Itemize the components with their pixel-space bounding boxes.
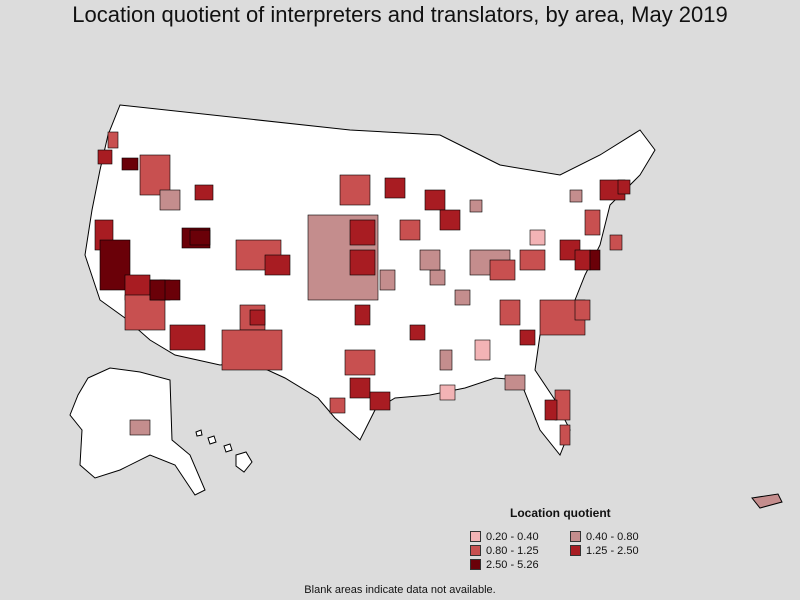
legend-item-2: 0.80 - 1.25 [470, 544, 570, 557]
area-shape [499, 299, 521, 326]
area-shape [169, 324, 206, 351]
legend-label: 0.80 - 1.25 [486, 544, 539, 557]
area-shape [519, 249, 546, 271]
area-shape [544, 399, 558, 421]
area-shape [349, 219, 376, 246]
area-shape [419, 249, 441, 271]
legend-swatch [470, 559, 481, 570]
legend-swatch [570, 531, 581, 542]
hawaii-kauai [195, 429, 203, 437]
area-shape [454, 289, 471, 306]
area-shape [429, 269, 446, 286]
hawaii-island [235, 451, 253, 473]
area-shape [574, 299, 591, 321]
land-shapes [69, 104, 783, 509]
area-shape [424, 189, 446, 211]
area-shape [349, 249, 376, 276]
metro-area-shapes [94, 131, 631, 446]
area-shape [264, 254, 291, 276]
area-shape [379, 269, 396, 291]
hawaii-maui [223, 443, 233, 453]
legend-label: 1.25 - 2.50 [586, 544, 639, 557]
legend-swatch [470, 545, 481, 556]
area-shape [354, 304, 371, 326]
area-shape [489, 259, 516, 281]
area-shape [221, 329, 283, 371]
legend-label: 0.20 - 0.40 [486, 530, 539, 543]
area-shape [504, 374, 526, 391]
legend-swatch [570, 545, 581, 556]
area-shape [559, 424, 571, 446]
area-shape [349, 377, 371, 399]
legend: Location quotient 0.20 - 0.40 0.40 - 0.8… [470, 506, 670, 571]
area-shape [519, 329, 536, 346]
legend-label: 2.50 - 5.26 [486, 558, 539, 571]
legend-label: 0.40 - 0.80 [586, 530, 639, 543]
legend-title: Location quotient [510, 506, 611, 520]
area-shape [439, 209, 461, 231]
area-shape [159, 189, 181, 211]
area-shape [97, 149, 113, 165]
area-shape [617, 179, 631, 195]
map-title: Location quotient of interpreters and tr… [72, 2, 728, 27]
area-shape [139, 154, 171, 196]
area-shape [609, 234, 623, 251]
area-shape [149, 279, 166, 301]
area-shape [569, 189, 583, 203]
area-shape [529, 229, 546, 246]
legend-item-1: 0.40 - 0.80 [570, 530, 670, 543]
hawaii-oahu [207, 435, 217, 445]
puerto-rico [751, 493, 783, 509]
area-shape [469, 199, 483, 213]
area-shape [107, 131, 119, 149]
legend-item-0: 0.20 - 0.40 [470, 530, 570, 543]
area-shape [339, 174, 371, 206]
area-shape [369, 391, 391, 411]
area-shape [344, 349, 376, 376]
area-shape [474, 339, 491, 361]
footnote: Blank areas indicate data not available. [304, 584, 496, 596]
area-shape [399, 219, 421, 241]
area-shape [329, 397, 346, 414]
area-shape [589, 249, 601, 271]
legend-item-4: 2.50 - 5.26 [470, 558, 570, 571]
area-shape [439, 384, 456, 401]
area-shape [194, 184, 214, 201]
area-shape [584, 209, 601, 236]
area-shape [574, 249, 591, 271]
legend-item-3: 1.25 - 2.50 [570, 544, 670, 557]
area-shape [124, 294, 166, 331]
legend-swatch [470, 531, 481, 542]
area-shape [439, 349, 453, 371]
area-shape [129, 419, 151, 436]
area-shape [384, 177, 406, 199]
area-shape [249, 309, 266, 326]
area-shape [189, 229, 211, 246]
area-shape [409, 324, 426, 341]
area-shape [121, 157, 139, 171]
